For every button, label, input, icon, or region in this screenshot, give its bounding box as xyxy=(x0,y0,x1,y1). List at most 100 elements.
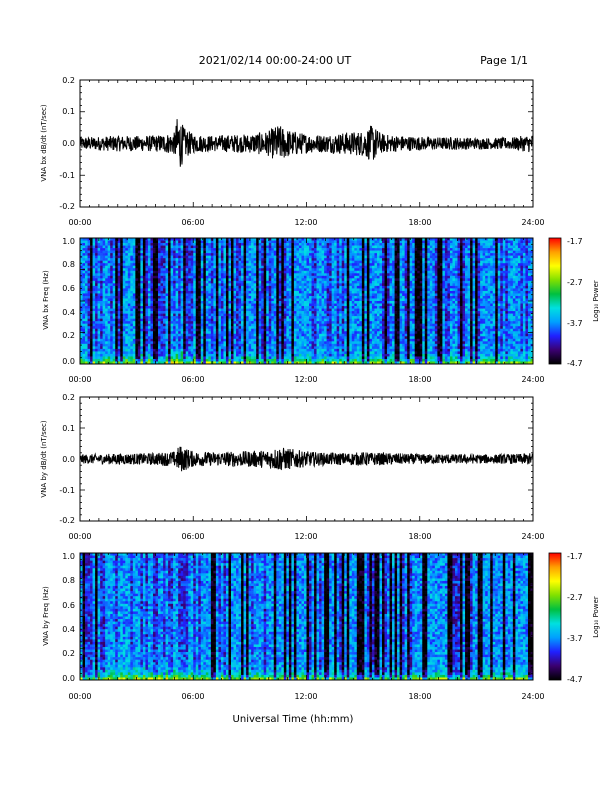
spectrogram-cell xyxy=(213,354,216,357)
spectrogram-cell xyxy=(143,293,146,296)
spectrogram-cell xyxy=(85,293,88,296)
spectrogram-cell xyxy=(85,306,88,309)
spectrogram-cell xyxy=(211,273,214,276)
spectrogram-cell xyxy=(281,334,284,337)
spectrogram-cell xyxy=(322,258,325,261)
spectrogram-cell xyxy=(148,246,151,249)
spectrogram-cell xyxy=(223,319,226,322)
spectrogram-cell xyxy=(115,341,118,344)
y-tick-label: 0.1 xyxy=(62,107,75,116)
spectrogram-cell xyxy=(213,278,216,281)
spectrogram-cell xyxy=(269,339,272,342)
spectrogram-cell xyxy=(163,246,166,249)
spectrogram-cell xyxy=(244,246,247,249)
spectrogram-cell xyxy=(193,291,196,294)
spectrogram-cell xyxy=(105,336,108,339)
spectrogram-cell xyxy=(188,314,191,317)
spectrogram-cell xyxy=(163,288,166,291)
spectrogram-cell xyxy=(291,246,294,249)
spectrogram-cell xyxy=(150,356,153,359)
spectrogram-cell xyxy=(266,324,269,327)
spectrogram-cell xyxy=(274,293,277,296)
spectrogram-cell xyxy=(234,263,237,266)
spectrogram-cell xyxy=(276,344,279,347)
spectrogram-cell xyxy=(105,263,108,266)
spectrogram-cell xyxy=(259,251,262,254)
spectrogram-cell xyxy=(294,296,297,299)
spectrogram-cell xyxy=(266,356,269,359)
spectrogram-cell xyxy=(105,251,108,254)
spectrogram-cell xyxy=(286,251,289,254)
spectrogram-cell xyxy=(143,243,146,246)
spectrogram-cell xyxy=(309,283,312,286)
spectrogram-cell xyxy=(281,359,284,362)
spectrogram-cell xyxy=(103,311,106,314)
spectrogram-cell xyxy=(156,304,159,307)
spectrogram-cell xyxy=(264,316,267,319)
spectrogram-cell xyxy=(304,288,307,291)
spectrogram-cell xyxy=(178,266,181,269)
spectrogram-cell xyxy=(271,346,274,349)
spectrogram-cell xyxy=(256,241,259,244)
spectrogram-cell xyxy=(208,359,211,362)
spectrogram-cell xyxy=(83,253,86,256)
spectrogram-cell xyxy=(261,301,264,304)
spectrogram-cell xyxy=(191,356,194,359)
spectrogram-cell xyxy=(309,356,312,359)
spectrogram-cell xyxy=(125,351,128,354)
spectrogram-cell xyxy=(251,278,254,281)
spectrogram-cell xyxy=(216,291,219,294)
spectrogram-cell xyxy=(254,326,257,329)
spectrogram-cell xyxy=(105,329,108,332)
spectrogram-cell xyxy=(171,319,174,322)
spectrogram-cell xyxy=(236,291,239,294)
spectrogram-cell xyxy=(291,288,294,291)
spectrogram-cell xyxy=(143,319,146,322)
spectrogram-cell xyxy=(312,243,315,246)
spectrogram-cell xyxy=(148,276,151,279)
spectrogram-cell xyxy=(319,293,322,296)
spectrogram-cell xyxy=(113,334,116,337)
spectrogram-cell xyxy=(216,248,219,251)
spectrogram-cell xyxy=(150,266,153,269)
spectrogram-cell xyxy=(100,316,103,319)
spectrogram-cell xyxy=(196,296,199,299)
spectrogram-cell xyxy=(284,321,287,324)
spectrogram-cell xyxy=(113,301,116,304)
spectrogram-cell xyxy=(216,351,219,354)
spectrogram-cell xyxy=(173,326,176,329)
spectrogram-cell xyxy=(123,278,126,281)
spectrogram-cell xyxy=(208,346,211,349)
spectrogram-cell xyxy=(161,251,164,254)
spectrogram-cell xyxy=(145,291,148,294)
spectrogram-cell xyxy=(176,251,179,254)
spectrogram-cell xyxy=(284,346,287,349)
spectrogram-cell xyxy=(319,334,322,337)
spectrogram-cell xyxy=(178,276,181,279)
spectrogram-cell xyxy=(188,329,191,332)
spectrogram-cell xyxy=(171,314,174,317)
spectrogram-cell xyxy=(208,334,211,337)
spectrogram-cell xyxy=(249,319,252,322)
spectrogram-cell xyxy=(183,243,186,246)
spectrogram-cell xyxy=(138,349,141,352)
spectrogram-cell xyxy=(203,283,206,286)
spectrogram-cell xyxy=(223,301,226,304)
spectrogram-cell xyxy=(251,296,254,299)
spectrogram-cell xyxy=(98,314,101,317)
spectrogram-cell xyxy=(93,346,96,349)
spectrogram-cell xyxy=(228,293,231,296)
spectrogram-cell xyxy=(286,256,289,259)
spectrogram-cell xyxy=(103,293,106,296)
spectrogram-cell xyxy=(281,288,284,291)
spectrogram-cell xyxy=(188,283,191,286)
spectrogram-cell xyxy=(216,356,219,359)
spectrogram-cell xyxy=(211,314,214,317)
spectrogram-cell xyxy=(203,258,206,261)
spectrogram-cell xyxy=(279,251,282,254)
spectrogram-cell xyxy=(211,351,214,354)
spectrogram-cell xyxy=(218,253,221,256)
spectrogram-cell xyxy=(138,248,141,251)
spectrogram-cell xyxy=(296,243,299,246)
spectrogram-cell xyxy=(148,319,151,322)
